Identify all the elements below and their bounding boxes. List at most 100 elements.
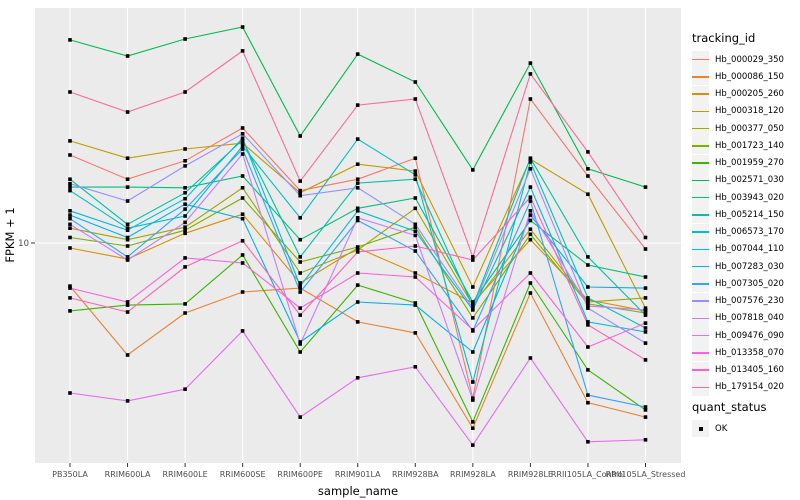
data-point bbox=[68, 139, 72, 143]
data-point bbox=[643, 415, 648, 419]
data-point bbox=[240, 132, 245, 136]
legend-line-icon bbox=[692, 145, 709, 147]
data-point bbox=[413, 301, 418, 305]
data-point bbox=[528, 167, 533, 171]
data-point bbox=[528, 160, 533, 164]
data-point bbox=[643, 330, 648, 334]
legend2-title: quant_status bbox=[692, 400, 767, 414]
legend-item: Hb_007818_040 bbox=[692, 309, 784, 327]
legend-line-icon bbox=[692, 162, 709, 164]
legend-key bbox=[692, 68, 709, 86]
data-point bbox=[298, 306, 302, 310]
data-point bbox=[125, 310, 130, 314]
legend-line-icon bbox=[692, 76, 709, 78]
legend-item: Hb_000205_260 bbox=[692, 85, 784, 103]
legend-item-label: Hb_007283_030 bbox=[715, 261, 784, 272]
data-point bbox=[298, 350, 302, 354]
legend-line-icon bbox=[692, 179, 709, 182]
data-point bbox=[125, 255, 130, 259]
data-point bbox=[68, 216, 72, 221]
data-point bbox=[355, 248, 360, 252]
legend-item: Hb_002571_030 bbox=[692, 171, 784, 189]
legend-item: Hb_007305_020 bbox=[692, 275, 784, 293]
x-axis-title: sample_name bbox=[317, 484, 399, 498]
legend-item: Hb_009476_090 bbox=[692, 327, 784, 345]
data-point bbox=[643, 275, 648, 279]
data-point bbox=[125, 156, 130, 160]
legend-item-label: Hb_001723_140 bbox=[715, 140, 784, 151]
legend-key bbox=[692, 223, 709, 241]
legend-item: Hb_005214_150 bbox=[692, 206, 784, 224]
x-tick-label: RRIM600LA bbox=[105, 470, 151, 479]
legend-item-label: Hb_013358_070 bbox=[715, 347, 784, 358]
data-point bbox=[355, 186, 360, 190]
legend-key bbox=[692, 378, 709, 396]
data-point bbox=[586, 167, 590, 171]
data-point bbox=[183, 196, 187, 201]
data-point bbox=[183, 231, 187, 236]
data-point bbox=[183, 164, 187, 168]
data-point bbox=[240, 136, 245, 140]
data-point bbox=[125, 226, 130, 230]
x-tick-label: RRII105LA_Stressed bbox=[606, 470, 686, 479]
data-point bbox=[471, 306, 475, 310]
data-point bbox=[240, 174, 245, 178]
data-point bbox=[68, 391, 72, 395]
legend-item-label: OK bbox=[715, 423, 728, 434]
data-point bbox=[125, 303, 130, 307]
data-point bbox=[183, 225, 187, 229]
x-tick-label: RRIM928LE bbox=[508, 470, 553, 479]
data-point bbox=[528, 209, 533, 213]
data-point bbox=[643, 341, 648, 345]
legend-line-icon bbox=[692, 93, 709, 95]
data-point bbox=[355, 376, 360, 380]
legend-item-label: Hb_007576_230 bbox=[715, 296, 784, 307]
data-point bbox=[413, 222, 418, 227]
data-point bbox=[413, 225, 418, 229]
data-point bbox=[298, 260, 302, 264]
x-tick-label: RRIM928BA bbox=[392, 470, 439, 479]
data-point bbox=[643, 235, 648, 240]
data-point bbox=[586, 296, 590, 300]
data-point bbox=[413, 169, 418, 173]
data-point bbox=[586, 192, 590, 196]
legend-line-icon bbox=[692, 196, 709, 199]
legend-key bbox=[692, 154, 709, 172]
data-point bbox=[586, 368, 590, 372]
data-point bbox=[643, 358, 648, 362]
data-point bbox=[240, 25, 245, 29]
legend-item-label: Hb_000029_350 bbox=[715, 54, 784, 65]
data-point bbox=[643, 408, 648, 412]
data-point bbox=[183, 207, 187, 211]
data-point bbox=[586, 255, 590, 259]
data-point bbox=[183, 302, 187, 306]
data-point bbox=[528, 237, 533, 242]
legend-line-icon bbox=[692, 317, 709, 320]
data-point bbox=[586, 302, 590, 306]
legend-item: Hb_007283_030 bbox=[692, 258, 784, 276]
legend-item: Hb_001723_140 bbox=[692, 137, 784, 155]
legend-title: tracking_id bbox=[692, 31, 756, 45]
data-point bbox=[183, 37, 187, 41]
data-point bbox=[240, 329, 245, 333]
data-point bbox=[528, 291, 533, 295]
data-point bbox=[471, 285, 475, 289]
data-point bbox=[125, 54, 130, 58]
data-point bbox=[183, 228, 187, 232]
data-point bbox=[586, 345, 590, 349]
legend-key bbox=[692, 206, 709, 224]
data-point bbox=[240, 49, 245, 53]
data-point bbox=[298, 415, 302, 419]
legend-key bbox=[692, 275, 709, 293]
data-point bbox=[298, 290, 302, 294]
data-point bbox=[413, 97, 418, 101]
legend-line-icon bbox=[692, 127, 709, 130]
data-point bbox=[183, 220, 187, 225]
legend-line-icon bbox=[692, 214, 709, 216]
data-point bbox=[240, 126, 245, 130]
data-point bbox=[68, 209, 72, 213]
legend-item-label: Hb_007818_040 bbox=[715, 313, 784, 324]
legend-item-label: Hb_000086_150 bbox=[715, 71, 784, 82]
